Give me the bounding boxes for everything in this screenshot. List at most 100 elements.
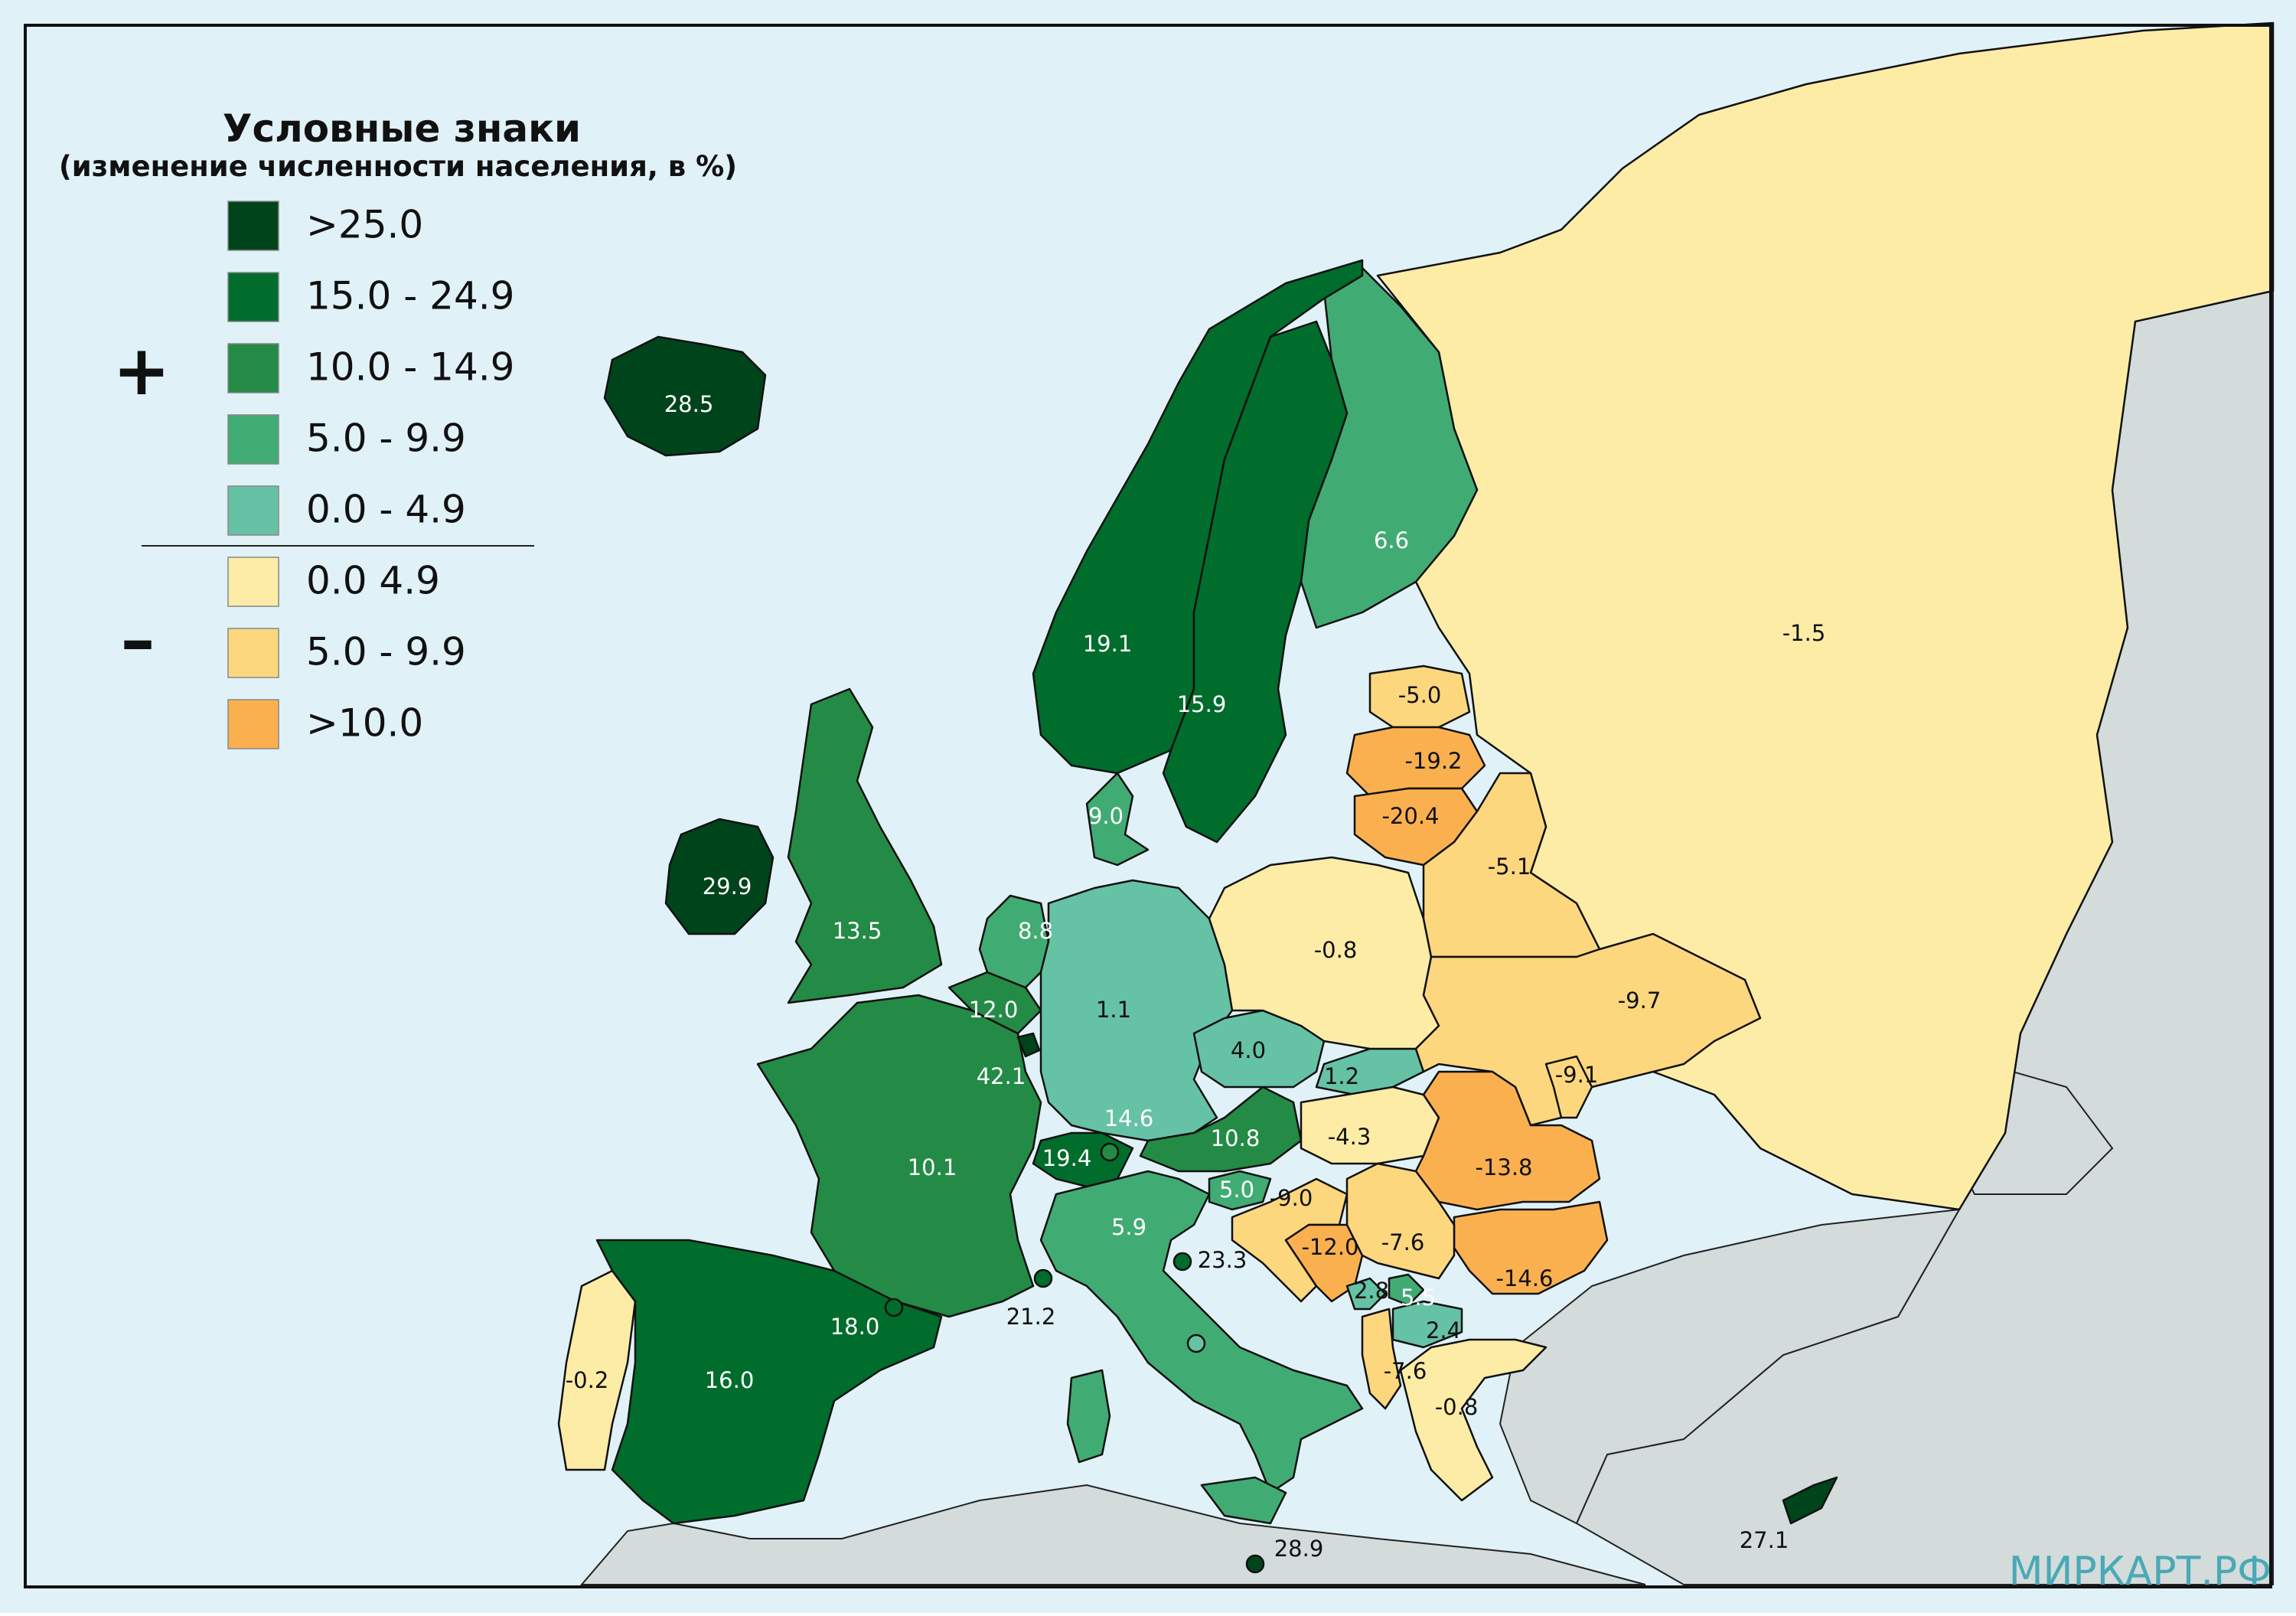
label-bosnia: -12.0 xyxy=(1301,1234,1358,1260)
legend-label-4: 0.0 - 4.9 xyxy=(306,488,466,532)
region-sicily[interactable] xyxy=(1200,1476,1287,1525)
region-moldova[interactable] xyxy=(1544,1055,1593,1119)
label-greece: -0.8 xyxy=(1435,1394,1479,1420)
legend-swatch-5 xyxy=(227,557,279,607)
legend-swatch-2 xyxy=(227,343,279,393)
legend-minus-sign: – xyxy=(121,600,155,681)
legend-swatch-4 xyxy=(227,485,279,536)
label-hungary: -4.3 xyxy=(1328,1124,1371,1150)
non-map-land xyxy=(579,289,2274,1585)
region-germany[interactable] xyxy=(1039,879,1234,1142)
legend-label-3: 5.0 - 9.9 xyxy=(306,416,466,461)
label-russia: -1.5 xyxy=(1782,620,1826,646)
marker-san-marino[interactable] xyxy=(1172,1252,1192,1272)
label-moldova: -9.1 xyxy=(1555,1062,1599,1088)
legend-subtitle: (изменение численности населения, в %) xyxy=(59,150,737,183)
legend-label-7: >10.0 xyxy=(306,701,423,746)
label-belarus: -5.1 xyxy=(1488,854,1531,880)
label-albania: -7.6 xyxy=(1384,1358,1427,1384)
label-croatia: -9.0 xyxy=(1270,1185,1313,1211)
legend-label-5: 0.0 4.9 xyxy=(306,559,440,603)
region-italy[interactable] xyxy=(1039,1170,1364,1494)
label-bulgaria: -14.6 xyxy=(1495,1265,1553,1291)
microstate-markers xyxy=(884,1142,1265,1574)
label-north-macedonia: 2.4 xyxy=(1426,1317,1461,1343)
label-belgium: 12.0 xyxy=(969,997,1019,1023)
region-kosovo[interactable] xyxy=(1388,1273,1425,1307)
legend-swatch-1 xyxy=(227,272,279,322)
label-germany: 1.1 xyxy=(1096,997,1131,1023)
region-bosnia[interactable] xyxy=(1284,1223,1364,1303)
label-netherlands: 8.8 xyxy=(1018,918,1053,944)
region-france[interactable] xyxy=(756,994,1042,1318)
label-slovakia: 1.2 xyxy=(1324,1063,1359,1089)
label-norway: 19.1 xyxy=(1083,631,1133,657)
region-sardinia[interactable] xyxy=(1066,1369,1111,1464)
region-montenegro[interactable] xyxy=(1345,1277,1387,1311)
map-frame xyxy=(24,24,2272,1588)
region-ireland[interactable] xyxy=(664,818,775,935)
legend-items: >25.0 15.0 - 24.9 10.0 - 14.9 5.0 - 9.9 0.0 … xyxy=(227,201,515,749)
label-kosovo: 5.5 xyxy=(1401,1285,1436,1311)
label-latvia: -19.2 xyxy=(1404,748,1462,774)
legend: Условные знаки (изменение численности на… xyxy=(59,106,737,749)
region-slovenia[interactable] xyxy=(1208,1170,1272,1211)
label-denmark: 9.0 xyxy=(1088,803,1124,829)
legend-swatch-7 xyxy=(227,699,279,749)
label-ireland: 29.9 xyxy=(703,873,752,899)
label-austria: 10.8 xyxy=(1211,1125,1261,1151)
label-france: 10.1 xyxy=(908,1154,957,1180)
legend-title: Условные знаки xyxy=(223,106,581,151)
label-switzerland: 19.4 xyxy=(1042,1145,1092,1171)
region-latvia[interactable] xyxy=(1345,726,1486,798)
region-romania[interactable] xyxy=(1414,1070,1601,1211)
label-monaco: 21.2 xyxy=(1006,1304,1056,1330)
region-denmark[interactable] xyxy=(1085,772,1150,867)
region-russia[interactable] xyxy=(1376,21,2275,1211)
legend-label-6: 5.0 - 9.9 xyxy=(306,630,466,674)
region-cyprus[interactable] xyxy=(1782,1476,1838,1525)
marker-malta[interactable] xyxy=(1245,1554,1265,1574)
region-czechia[interactable] xyxy=(1192,1009,1326,1089)
region-uk[interactable] xyxy=(787,687,943,1004)
marker-andorra[interactable] xyxy=(884,1298,904,1317)
label-spain: 16.0 xyxy=(705,1367,755,1393)
legend-plus-sign: + xyxy=(113,331,170,411)
label-lithuania: -20.4 xyxy=(1381,803,1439,829)
region-estonia[interactable] xyxy=(1368,664,1471,729)
label-malta: 28.9 xyxy=(1274,1536,1324,1562)
legend-label-1: 15.0 - 24.9 xyxy=(306,274,515,318)
region-serbia[interactable] xyxy=(1345,1162,1456,1280)
region-iceland[interactable] xyxy=(603,335,767,457)
label-liechtenstein: 14.6 xyxy=(1104,1105,1154,1131)
label-uk: 13.5 xyxy=(833,918,882,944)
marker-vatican[interactable] xyxy=(1186,1334,1206,1353)
region-bulgaria[interactable] xyxy=(1453,1200,1609,1295)
label-iceland: 28.5 xyxy=(664,391,714,417)
legend-label-2: 10.0 - 14.9 xyxy=(306,345,515,390)
label-ukraine: -9.7 xyxy=(1618,988,1662,1014)
label-czechia: 4.0 xyxy=(1231,1037,1266,1063)
value-labels: 28.5 29.9 13.5 19.1 15.9 6.6 -1.5 -5.0 -… xyxy=(566,391,1826,1562)
label-romania: -13.8 xyxy=(1475,1154,1532,1180)
label-finland: 6.6 xyxy=(1374,527,1409,553)
label-san-marino: 23.3 xyxy=(1198,1247,1247,1273)
label-cyprus: 27.1 xyxy=(1740,1527,1789,1553)
region-sweden[interactable] xyxy=(1162,320,1349,844)
legend-swatch-0 xyxy=(227,201,279,251)
region-luxembourg[interactable] xyxy=(1016,1032,1041,1058)
label-slovenia: 5.0 xyxy=(1219,1177,1254,1203)
legend-swatch-3 xyxy=(227,414,279,465)
region-greece[interactable] xyxy=(1399,1338,1548,1502)
label-montenegro: 2.8 xyxy=(1354,1278,1389,1304)
label-andorra: 18.0 xyxy=(830,1314,880,1340)
legend-label-0: >25.0 xyxy=(306,203,423,247)
label-serbia: -7.6 xyxy=(1381,1229,1425,1255)
region-albania[interactable] xyxy=(1361,1307,1402,1410)
label-italy: 5.9 xyxy=(1111,1214,1146,1240)
marker-monaco[interactable] xyxy=(1033,1268,1053,1288)
marker-liechtenstein[interactable] xyxy=(1100,1142,1120,1162)
africa-land xyxy=(579,1484,1646,1585)
